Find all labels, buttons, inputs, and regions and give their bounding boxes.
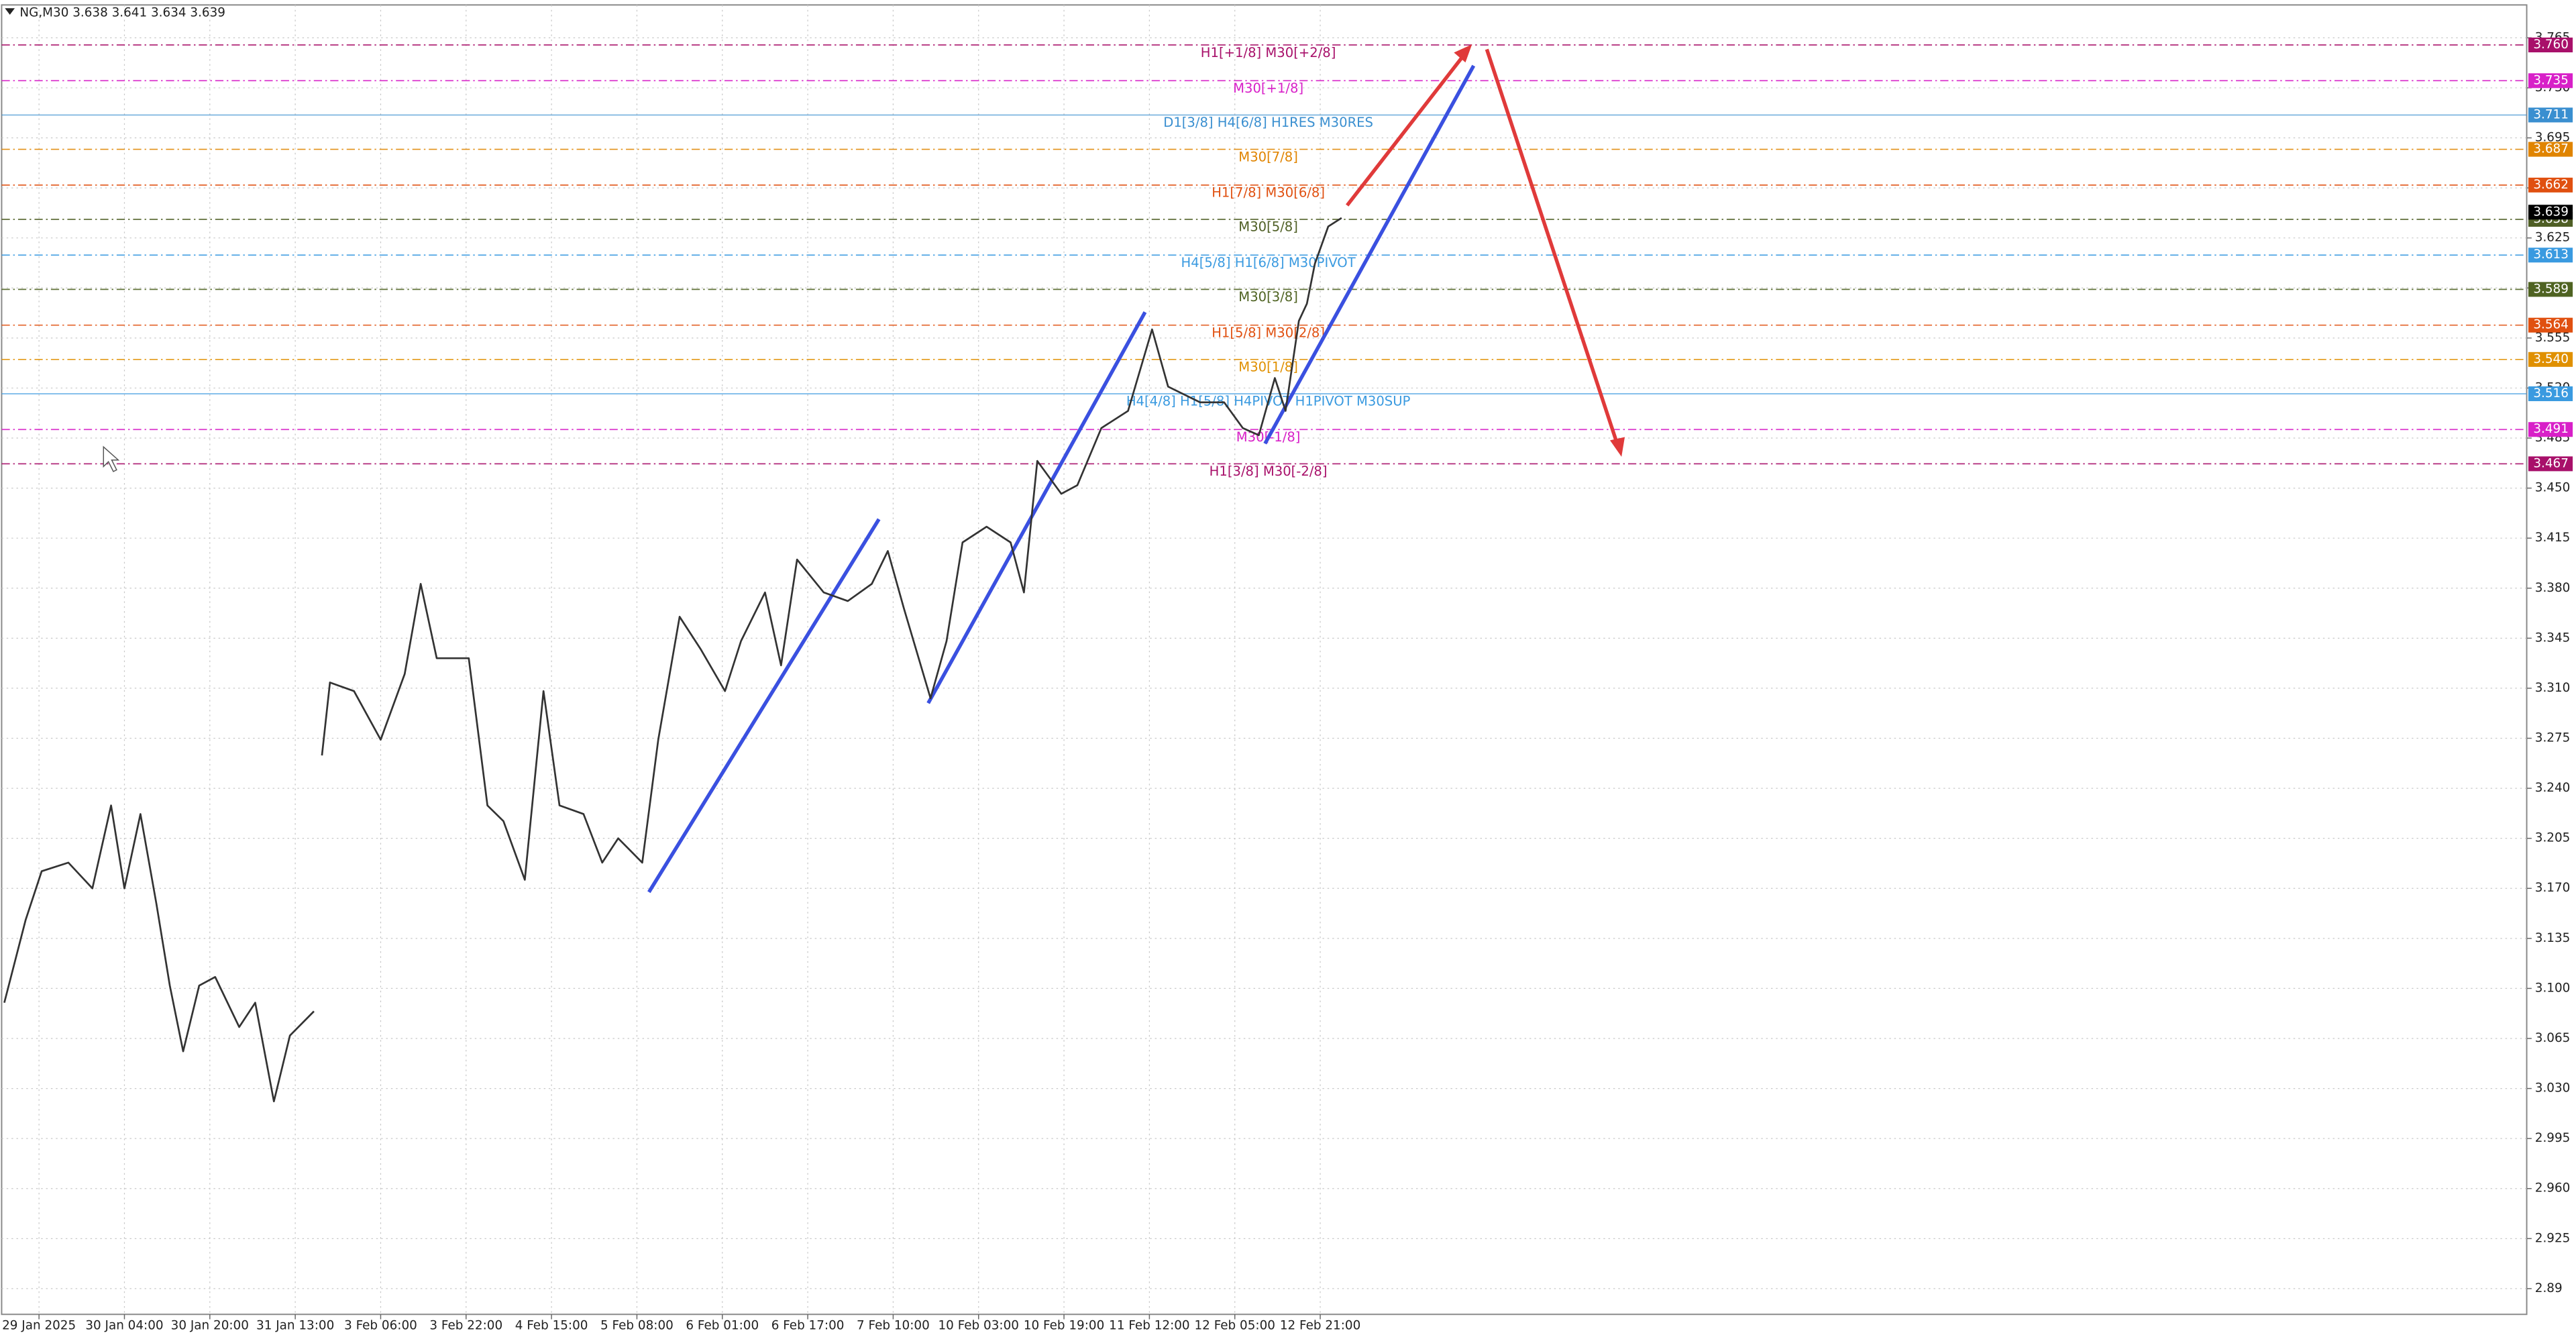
price-tag <box>2528 456 2573 472</box>
current-price-label: 3.639 <box>2533 205 2569 219</box>
y-tick-label: 3.065 <box>2535 1031 2571 1045</box>
price-line <box>3 217 1342 1103</box>
price-tag-label: 3.662 <box>2533 178 2569 192</box>
cursor <box>103 445 120 472</box>
y-tick-label: 3.135 <box>2535 931 2571 945</box>
price-tag <box>2528 107 2573 123</box>
x-tick-label: 7 Feb 10:00 <box>857 1318 930 1332</box>
y-tick-label: 3.205 <box>2535 831 2571 845</box>
x-tick-label: 30 Jan 04:00 <box>85 1318 163 1332</box>
current-price-tag <box>2528 205 2573 220</box>
y-tick-label: 3.030 <box>2535 1081 2571 1095</box>
price-tag-label: 3.613 <box>2533 248 2569 262</box>
series <box>3 217 1342 1103</box>
x-tick-label: 12 Feb 21:00 <box>1280 1318 1360 1332</box>
y-tick-label: 3.380 <box>2535 581 2571 595</box>
level-label: M30[1/8] <box>1238 360 1298 375</box>
price-tag-label: 3.467 <box>2533 456 2569 470</box>
y-tick-label: 2.89 <box>2535 1281 2563 1295</box>
forecast-arrow <box>1485 48 1620 447</box>
price-tag <box>2528 352 2573 367</box>
y-tick-label: 3.240 <box>2535 781 2571 795</box>
level-label: M30[7/8] <box>1238 149 1298 164</box>
price-tag <box>2528 37 2573 53</box>
price-tag <box>2528 177 2573 193</box>
y-tick-label: 3.100 <box>2535 981 2571 995</box>
x-tick-label: 3 Feb 22:00 <box>429 1318 502 1332</box>
x-tick-label: 6 Feb 01:00 <box>686 1318 759 1332</box>
title-icon <box>5 8 15 15</box>
trend-line <box>1263 64 1476 445</box>
x-tick-label: 5 Feb 08:00 <box>600 1318 674 1332</box>
level-label: H4[5/8] H1[6/8] M30PIVOT <box>1181 255 1356 270</box>
y-tick-label: 3.310 <box>2535 681 2571 695</box>
price-tag <box>2528 282 2573 297</box>
price-tag-label: 3.516 <box>2533 386 2569 400</box>
y-tick-label: 3.695 <box>2535 131 2571 145</box>
y-tick-label: 3.555 <box>2535 331 2571 345</box>
axes: 2.89 2.925 2.960 2.995 3.030 3.065 3.100 3.135 3… <box>2 30 2573 1332</box>
y-tick-label: 3.345 <box>2535 631 2571 645</box>
level-label: H1[3/8] M30[-2/8] <box>1210 464 1328 479</box>
x-tick-label: 12 Feb 05:00 <box>1194 1318 1275 1332</box>
price-tag <box>2528 317 2573 333</box>
level-label: H1[5/8] M30[2/8] <box>1212 325 1325 340</box>
level-label: M30[+1/8] <box>1233 81 1303 96</box>
plot-frame <box>1 4 2528 1316</box>
y-tick-label: 2.960 <box>2535 1181 2571 1195</box>
x-tick-label: 31 Jan 13:00 <box>256 1318 334 1332</box>
price-tag-label: 3.540 <box>2533 352 2569 366</box>
price-tag <box>2528 386 2573 401</box>
drawings <box>103 44 1625 894</box>
y-tick-label: 3.415 <box>2535 531 2571 545</box>
price-tag <box>2528 248 2573 263</box>
x-tick-label: 4 Feb 15:00 <box>515 1318 588 1332</box>
price-tag <box>2528 73 2573 89</box>
y-tick-label: 3.625 <box>2535 231 2571 245</box>
price-tag-label: 3.687 <box>2533 142 2569 156</box>
x-tick-label: 3 Feb 06:00 <box>344 1318 417 1332</box>
level-label: M30[3/8] <box>1238 289 1298 305</box>
y-tick-label: 2.995 <box>2535 1131 2571 1145</box>
x-tick-label: 6 Feb 17:00 <box>771 1318 845 1332</box>
x-tick-label: 10 Feb 19:00 <box>1024 1318 1104 1332</box>
x-tick-label: 10 Feb 03:00 <box>938 1318 1019 1332</box>
y-tick-label: 3.450 <box>2535 481 2571 495</box>
x-tick-label: 30 Jan 20:00 <box>171 1318 249 1332</box>
x-tick-label: 29 Jan 2025 <box>2 1318 76 1332</box>
trend-line <box>926 311 1147 704</box>
arrow-head <box>1454 44 1472 63</box>
price-tag-label: 3.491 <box>2533 422 2569 436</box>
arrow-head <box>1610 437 1625 457</box>
price-tag-label: 3.735 <box>2533 73 2569 87</box>
level-label: M30[5/8] <box>1238 219 1298 235</box>
chart-title: NG,M30 3.638 3.641 3.634 3.639 <box>19 6 225 20</box>
trend-line <box>647 518 881 894</box>
price-tag <box>2528 422 2573 437</box>
price-tag-label: 3.564 <box>2533 318 2569 332</box>
x-tick-label: 11 Feb 12:00 <box>1109 1318 1189 1332</box>
level-label: D1[3/8] H4[6/8] H1RES M30RES <box>1163 115 1373 130</box>
y-tick-label: 2.925 <box>2535 1231 2571 1245</box>
level-label: H1[7/8] M30[6/8] <box>1212 185 1325 201</box>
y-tick-label: 3.170 <box>2535 881 2571 895</box>
level-label: H1[+1/8] M30[+2/8] <box>1201 45 1336 60</box>
price-tag-label: 3.760 <box>2533 38 2569 52</box>
grid <box>1 5 2527 1315</box>
price-tag <box>2528 142 2573 157</box>
forecast-arrow <box>1346 50 1469 207</box>
price-tag-label: 3.711 <box>2533 107 2569 121</box>
y-tick-label: 3.275 <box>2535 731 2571 745</box>
price-tag-label: 3.589 <box>2533 282 2569 296</box>
